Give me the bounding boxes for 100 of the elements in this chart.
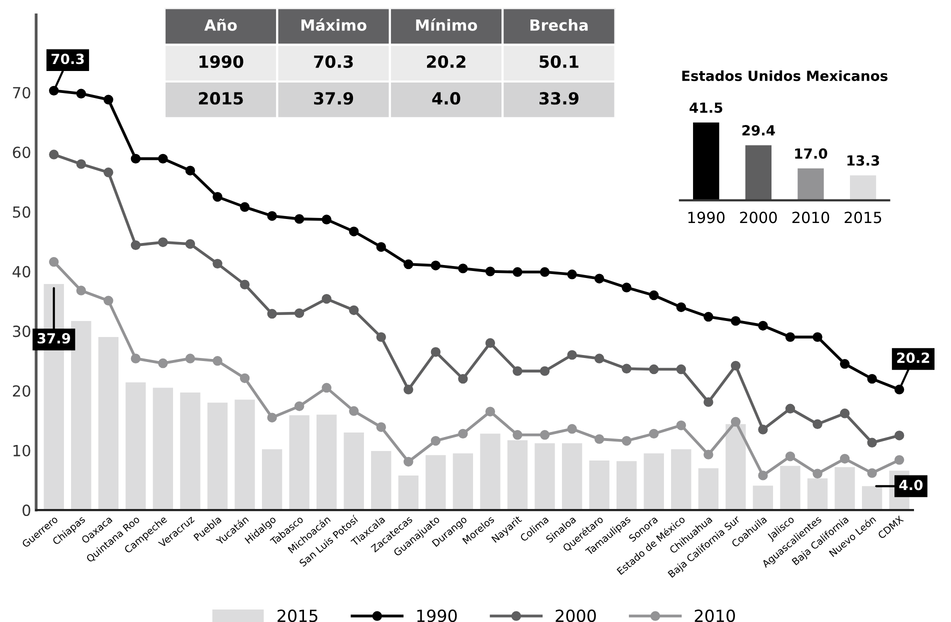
point — [294, 401, 304, 412]
point — [812, 419, 822, 430]
y-tick-label: 30 — [13, 326, 30, 338]
point — [294, 308, 304, 318]
category-label: 2015 — [198, 92, 243, 105]
point — [240, 202, 250, 212]
text: 37.9 — [314, 92, 354, 105]
bar — [534, 443, 555, 510]
bar — [644, 453, 664, 510]
point — [730, 416, 741, 427]
point — [594, 274, 604, 284]
bar — [752, 486, 774, 510]
bar — [126, 382, 146, 510]
y-tick-label: 20 — [12, 385, 30, 397]
point — [185, 354, 196, 364]
bar — [426, 455, 446, 510]
chart-title: Estados Unidos Mexicanos — [682, 70, 888, 82]
point — [867, 438, 877, 448]
point — [322, 382, 332, 393]
legend-label: 2015 — [278, 610, 318, 622]
point — [404, 456, 414, 467]
point — [158, 358, 168, 368]
point — [649, 364, 659, 374]
point — [430, 436, 441, 446]
text: 4.0 — [432, 92, 460, 105]
point — [430, 260, 441, 270]
point — [104, 168, 114, 178]
point — [894, 455, 904, 465]
point — [485, 338, 496, 348]
category-label: Año — [204, 18, 237, 31]
point — [130, 240, 141, 250]
bar — [480, 434, 500, 510]
point — [485, 266, 496, 276]
bar — [316, 414, 337, 510]
y-tick-label: 40 — [12, 266, 30, 278]
point — [512, 267, 522, 277]
point — [485, 406, 496, 416]
point — [349, 226, 359, 236]
bar — [507, 440, 528, 510]
point — [185, 166, 196, 176]
point — [758, 424, 768, 434]
point — [267, 211, 277, 221]
point — [785, 451, 796, 462]
bar — [745, 145, 772, 200]
point — [267, 308, 277, 319]
point — [649, 428, 659, 439]
category-label: Brecha — [530, 19, 588, 31]
point — [594, 434, 604, 444]
point — [376, 332, 386, 342]
bar — [152, 388, 174, 510]
y-tick-label: 10 — [14, 444, 30, 456]
y-tick-label: 60 — [12, 146, 30, 158]
annotation: 4.0 — [899, 480, 923, 490]
point — [49, 86, 59, 96]
text: 20.2 — [427, 55, 466, 68]
x-tick-label: 2000 — [740, 212, 777, 224]
bar — [180, 392, 200, 510]
point — [840, 454, 850, 464]
point — [704, 312, 714, 322]
point — [104, 296, 114, 306]
point — [758, 320, 768, 331]
point — [158, 237, 168, 248]
point — [622, 436, 632, 446]
point — [240, 373, 250, 384]
point — [76, 286, 86, 296]
legend-label: 2010 — [694, 610, 735, 622]
bar — [798, 168, 824, 200]
point — [676, 364, 686, 374]
point — [567, 350, 577, 360]
point — [812, 468, 822, 479]
bar — [344, 432, 364, 510]
x-tick-label: 2010 — [792, 212, 830, 224]
point — [458, 428, 468, 439]
data-label: 29.4 — [742, 125, 775, 136]
bar — [807, 478, 828, 510]
point — [540, 267, 550, 277]
legend-label: 1990 — [417, 610, 457, 622]
bar — [398, 475, 419, 510]
point — [130, 154, 141, 164]
category-label: Máximo — [301, 18, 366, 31]
point — [785, 404, 796, 414]
point — [349, 406, 359, 416]
point — [676, 302, 686, 312]
point — [567, 424, 577, 434]
bar — [862, 486, 882, 510]
point — [512, 366, 522, 376]
point — [158, 154, 168, 164]
bar — [207, 402, 228, 510]
annotation: 20.2 — [897, 352, 930, 364]
point — [104, 94, 114, 104]
point — [894, 430, 904, 440]
point — [294, 214, 304, 224]
bar — [693, 122, 720, 200]
point — [785, 332, 796, 342]
data-label: 17.0 — [795, 148, 828, 159]
annotation: 37.9 — [38, 333, 70, 344]
x-tick-label: 2015 — [844, 212, 882, 224]
bar — [589, 460, 610, 510]
y-tick-label: 70 — [13, 86, 30, 98]
data-label: 41.5 — [690, 102, 722, 113]
